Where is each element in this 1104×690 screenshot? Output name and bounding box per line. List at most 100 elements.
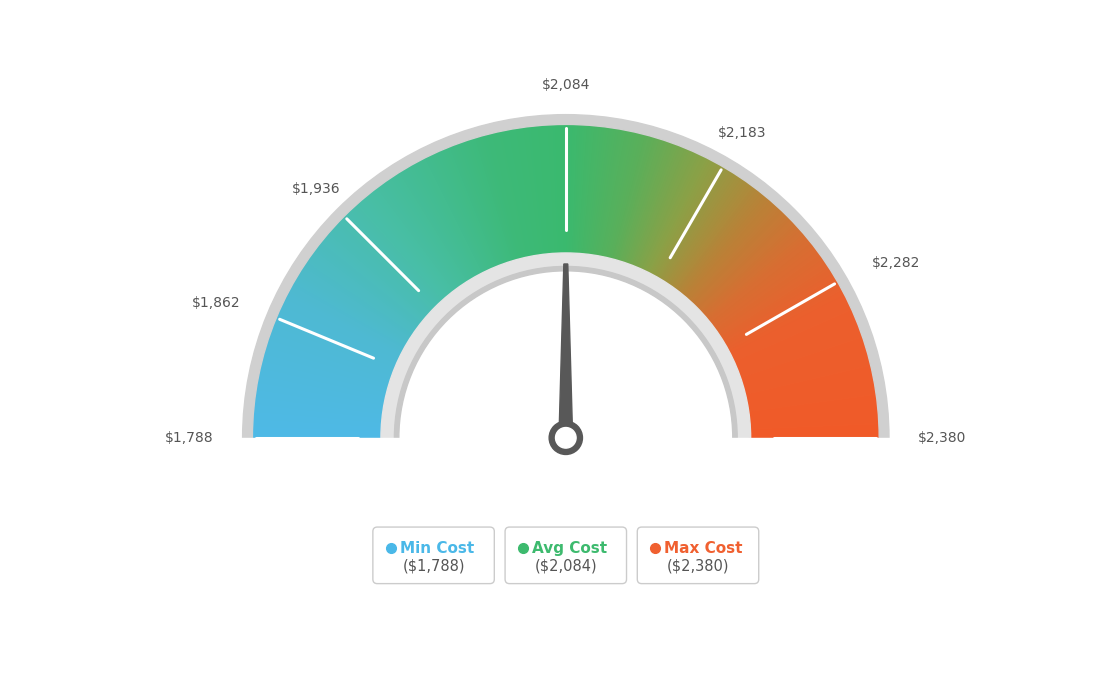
Wedge shape — [505, 130, 531, 258]
Wedge shape — [742, 348, 867, 386]
Wedge shape — [656, 164, 721, 278]
Wedge shape — [750, 426, 879, 432]
Wedge shape — [498, 131, 527, 259]
Wedge shape — [320, 242, 423, 324]
Wedge shape — [670, 180, 746, 288]
Wedge shape — [253, 415, 383, 426]
Wedge shape — [740, 339, 863, 381]
Wedge shape — [715, 255, 822, 332]
Wedge shape — [353, 206, 443, 303]
Wedge shape — [322, 238, 424, 322]
Wedge shape — [713, 250, 818, 328]
Text: ($2,380): ($2,380) — [667, 558, 730, 573]
Wedge shape — [378, 186, 457, 291]
Wedge shape — [749, 413, 879, 425]
Wedge shape — [394, 266, 737, 438]
Wedge shape — [746, 384, 875, 408]
Wedge shape — [726, 285, 840, 349]
Wedge shape — [457, 143, 503, 266]
Wedge shape — [549, 125, 558, 255]
Wedge shape — [261, 364, 388, 396]
Wedge shape — [254, 404, 383, 419]
Wedge shape — [737, 325, 859, 373]
Wedge shape — [276, 315, 396, 368]
Wedge shape — [733, 306, 851, 362]
Wedge shape — [268, 336, 392, 380]
Wedge shape — [300, 270, 411, 341]
FancyBboxPatch shape — [373, 527, 495, 584]
Wedge shape — [282, 304, 400, 361]
Wedge shape — [442, 149, 495, 269]
Wedge shape — [687, 201, 773, 300]
Wedge shape — [309, 255, 416, 332]
Wedge shape — [668, 177, 742, 286]
Wedge shape — [263, 355, 389, 391]
Wedge shape — [357, 203, 445, 301]
Wedge shape — [348, 211, 439, 306]
Wedge shape — [688, 204, 777, 302]
Wedge shape — [563, 124, 565, 254]
Wedge shape — [593, 128, 615, 257]
Wedge shape — [675, 186, 754, 291]
Wedge shape — [332, 227, 429, 315]
Wedge shape — [690, 208, 781, 304]
Wedge shape — [655, 164, 719, 277]
Wedge shape — [413, 164, 477, 277]
Wedge shape — [709, 242, 811, 324]
Wedge shape — [325, 236, 425, 321]
Wedge shape — [682, 195, 765, 296]
Wedge shape — [270, 332, 393, 377]
Wedge shape — [289, 289, 404, 352]
Wedge shape — [678, 190, 760, 294]
Wedge shape — [258, 374, 386, 402]
Wedge shape — [268, 339, 392, 381]
Wedge shape — [561, 124, 564, 254]
Wedge shape — [541, 125, 553, 255]
Wedge shape — [426, 157, 485, 273]
Wedge shape — [256, 388, 384, 411]
Wedge shape — [745, 367, 872, 397]
Wedge shape — [739, 332, 861, 377]
Wedge shape — [578, 125, 591, 255]
Wedge shape — [581, 126, 593, 255]
Wedge shape — [465, 141, 508, 264]
Wedge shape — [651, 161, 714, 276]
Wedge shape — [293, 282, 406, 348]
Wedge shape — [652, 162, 716, 277]
Wedge shape — [254, 411, 383, 424]
Wedge shape — [275, 320, 395, 371]
Wedge shape — [315, 248, 420, 328]
Wedge shape — [739, 329, 861, 375]
Wedge shape — [305, 262, 414, 336]
Wedge shape — [722, 274, 835, 343]
Wedge shape — [326, 235, 426, 319]
Wedge shape — [720, 266, 829, 338]
Wedge shape — [683, 197, 767, 297]
Wedge shape — [606, 132, 637, 259]
Wedge shape — [605, 131, 634, 259]
Wedge shape — [484, 135, 519, 261]
Wedge shape — [328, 233, 427, 319]
Wedge shape — [572, 125, 578, 255]
Wedge shape — [254, 401, 383, 417]
Wedge shape — [446, 148, 497, 268]
Text: Avg Cost: Avg Cost — [532, 541, 607, 555]
Wedge shape — [602, 130, 629, 258]
Wedge shape — [263, 357, 389, 392]
Wedge shape — [455, 144, 502, 266]
Wedge shape — [731, 302, 849, 359]
Wedge shape — [595, 128, 617, 257]
FancyBboxPatch shape — [637, 527, 758, 584]
Wedge shape — [448, 146, 498, 268]
Wedge shape — [424, 157, 484, 274]
Wedge shape — [699, 221, 794, 312]
Wedge shape — [527, 126, 544, 255]
Wedge shape — [730, 298, 847, 357]
Wedge shape — [420, 159, 481, 275]
Wedge shape — [285, 298, 402, 357]
Wedge shape — [294, 280, 407, 347]
Wedge shape — [749, 411, 878, 424]
Wedge shape — [553, 125, 560, 255]
Wedge shape — [269, 334, 393, 378]
Text: $1,936: $1,936 — [293, 181, 341, 195]
